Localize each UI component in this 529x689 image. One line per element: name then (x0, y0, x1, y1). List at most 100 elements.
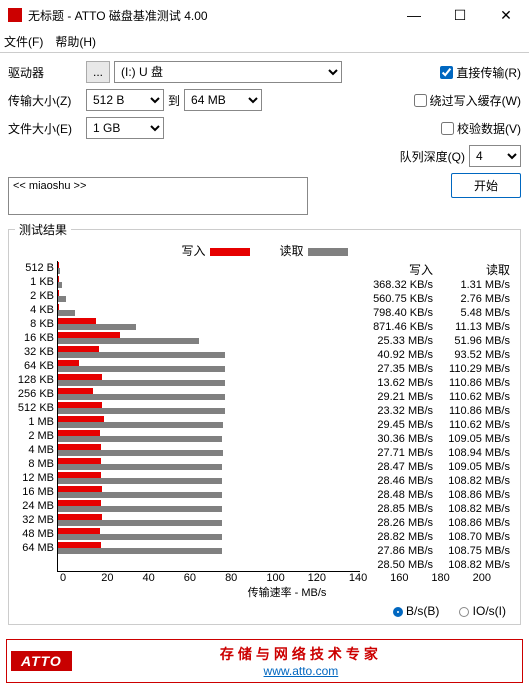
bar-chart (57, 261, 360, 572)
size-to-select[interactable]: 64 MB (184, 89, 262, 111)
read-bar (58, 310, 75, 316)
x-tick: 200 (473, 572, 514, 584)
results-fieldset: 测试结果 写入 读取 512 B1 KB2 KB4 KB8 KB16 KB32 … (8, 221, 521, 625)
stat-row: 28.46 MB/s108.82 MB/s (360, 474, 514, 488)
x-tick: 120 (308, 572, 349, 584)
read-bar (58, 394, 225, 400)
read-bar (58, 282, 62, 288)
start-button[interactable]: 开始 (451, 173, 521, 198)
direct-label: 直接传输(R) (456, 64, 521, 81)
close-button[interactable]: ✕ (483, 0, 529, 30)
app-icon (8, 8, 22, 22)
stat-row: 29.21 MB/s110.62 MB/s (360, 390, 514, 404)
y-label: 2 MB (15, 429, 54, 443)
y-label: 16 MB (15, 485, 54, 499)
x-tick: 80 (225, 572, 266, 584)
bypass-label: 绕过写入缓存(W) (430, 92, 521, 109)
y-label: 4 MB (15, 443, 54, 457)
stat-row: 871.46 KB/s11.13 MB/s (360, 320, 514, 334)
read-bar (58, 422, 223, 428)
footer-url[interactable]: www.atto.com (84, 664, 518, 678)
stat-row: 27.35 MB/s110.29 MB/s (360, 362, 514, 376)
drive-select[interactable]: (I:) U 盘 (114, 61, 342, 83)
stat-row: 28.85 MB/s108.82 MB/s (360, 502, 514, 516)
write-swatch (210, 248, 250, 256)
window-title: 无标题 - ATTO 磁盘基准测试 4.00 (28, 7, 391, 24)
y-label: 256 KB (15, 387, 54, 401)
read-bar (58, 324, 136, 330)
y-label: 32 MB (15, 513, 54, 527)
stats-write-header: 写入 (360, 261, 437, 278)
y-label: 32 KB (15, 345, 54, 359)
unit-ios-radio[interactable]: IO/s(I) (459, 604, 506, 618)
footer-tagline: 存储与网络技术专家 (84, 644, 518, 664)
y-label: 48 MB (15, 527, 54, 541)
stat-row: 798.40 KB/s5.48 MB/s (360, 306, 514, 320)
stat-row: 28.48 MB/s108.86 MB/s (360, 488, 514, 502)
read-bar (58, 296, 66, 302)
y-label: 2 KB (15, 289, 54, 303)
x-tick: 180 (431, 572, 472, 584)
y-label: 128 KB (15, 373, 54, 387)
xaxis-title: 传输速率 - MB/s (60, 584, 514, 600)
y-label: 4 KB (15, 303, 54, 317)
read-bar (58, 478, 222, 484)
legend-write-label: 写入 (181, 244, 205, 258)
y-label: 24 MB (15, 499, 54, 513)
unit-bs-radio[interactable]: B/s(B) (393, 604, 440, 618)
stat-row: 30.36 MB/s109.05 MB/s (360, 432, 514, 446)
stat-row: 28.50 MB/s108.82 MB/s (360, 558, 514, 572)
read-bar (58, 338, 199, 344)
read-bar (58, 408, 225, 414)
verify-checkbox[interactable] (441, 122, 454, 135)
y-label: 12 MB (15, 471, 54, 485)
read-bar (58, 492, 222, 498)
read-bar (58, 548, 222, 554)
atto-logo: ATTO (11, 651, 72, 671)
stat-row: 13.62 MB/s110.86 MB/s (360, 376, 514, 390)
stat-row: 28.47 MB/s109.05 MB/s (360, 460, 514, 474)
y-label: 8 MB (15, 457, 54, 471)
stat-row: 29.45 MB/s110.62 MB/s (360, 418, 514, 432)
file-select[interactable]: 1 GB (86, 117, 164, 139)
stat-row: 40.92 MB/s93.52 MB/s (360, 348, 514, 362)
x-tick: 140 (349, 572, 390, 584)
read-swatch (308, 248, 348, 256)
queue-select[interactable]: 4 (469, 145, 521, 167)
x-tick: 100 (266, 572, 307, 584)
drive-label: 驱动器 (8, 64, 82, 81)
bypass-checkbox[interactable] (414, 94, 427, 107)
read-bar (58, 268, 60, 274)
menu-file[interactable]: 文件(F) (4, 33, 43, 50)
results-title: 测试结果 (15, 221, 71, 238)
x-tick: 60 (184, 572, 225, 584)
drive-browse-button[interactable]: ... (86, 61, 110, 83)
queue-label: 队列深度(Q) (400, 148, 465, 165)
size-from-select[interactable]: 512 B (86, 89, 164, 111)
minimize-button[interactable]: — (391, 0, 437, 30)
file-label: 文件大小(E) (8, 120, 82, 137)
y-label: 8 KB (15, 317, 54, 331)
read-bar (58, 450, 223, 456)
stat-row: 27.71 MB/s108.94 MB/s (360, 446, 514, 460)
read-bar (58, 506, 222, 512)
stat-row: 23.32 MB/s110.86 MB/s (360, 404, 514, 418)
y-label: 16 KB (15, 331, 54, 345)
read-bar (58, 436, 222, 442)
maximize-button[interactable]: ☐ (437, 0, 483, 30)
direct-checkbox[interactable] (440, 66, 453, 79)
read-bar (58, 380, 225, 386)
menu-help[interactable]: 帮助(H) (55, 33, 96, 50)
y-label: 1 MB (15, 415, 54, 429)
y-label: 512 KB (15, 401, 54, 415)
size-label: 传输大小(Z) (8, 92, 82, 109)
x-tick: 40 (143, 572, 184, 584)
x-tick: 160 (390, 572, 431, 584)
read-bar (58, 520, 222, 526)
description-box[interactable]: << miaoshu >> (8, 177, 308, 215)
y-label: 512 B (15, 261, 54, 275)
x-tick: 0 (60, 572, 101, 584)
stat-row: 560.75 KB/s2.76 MB/s (360, 292, 514, 306)
read-bar (58, 366, 225, 372)
read-bar (58, 534, 222, 540)
